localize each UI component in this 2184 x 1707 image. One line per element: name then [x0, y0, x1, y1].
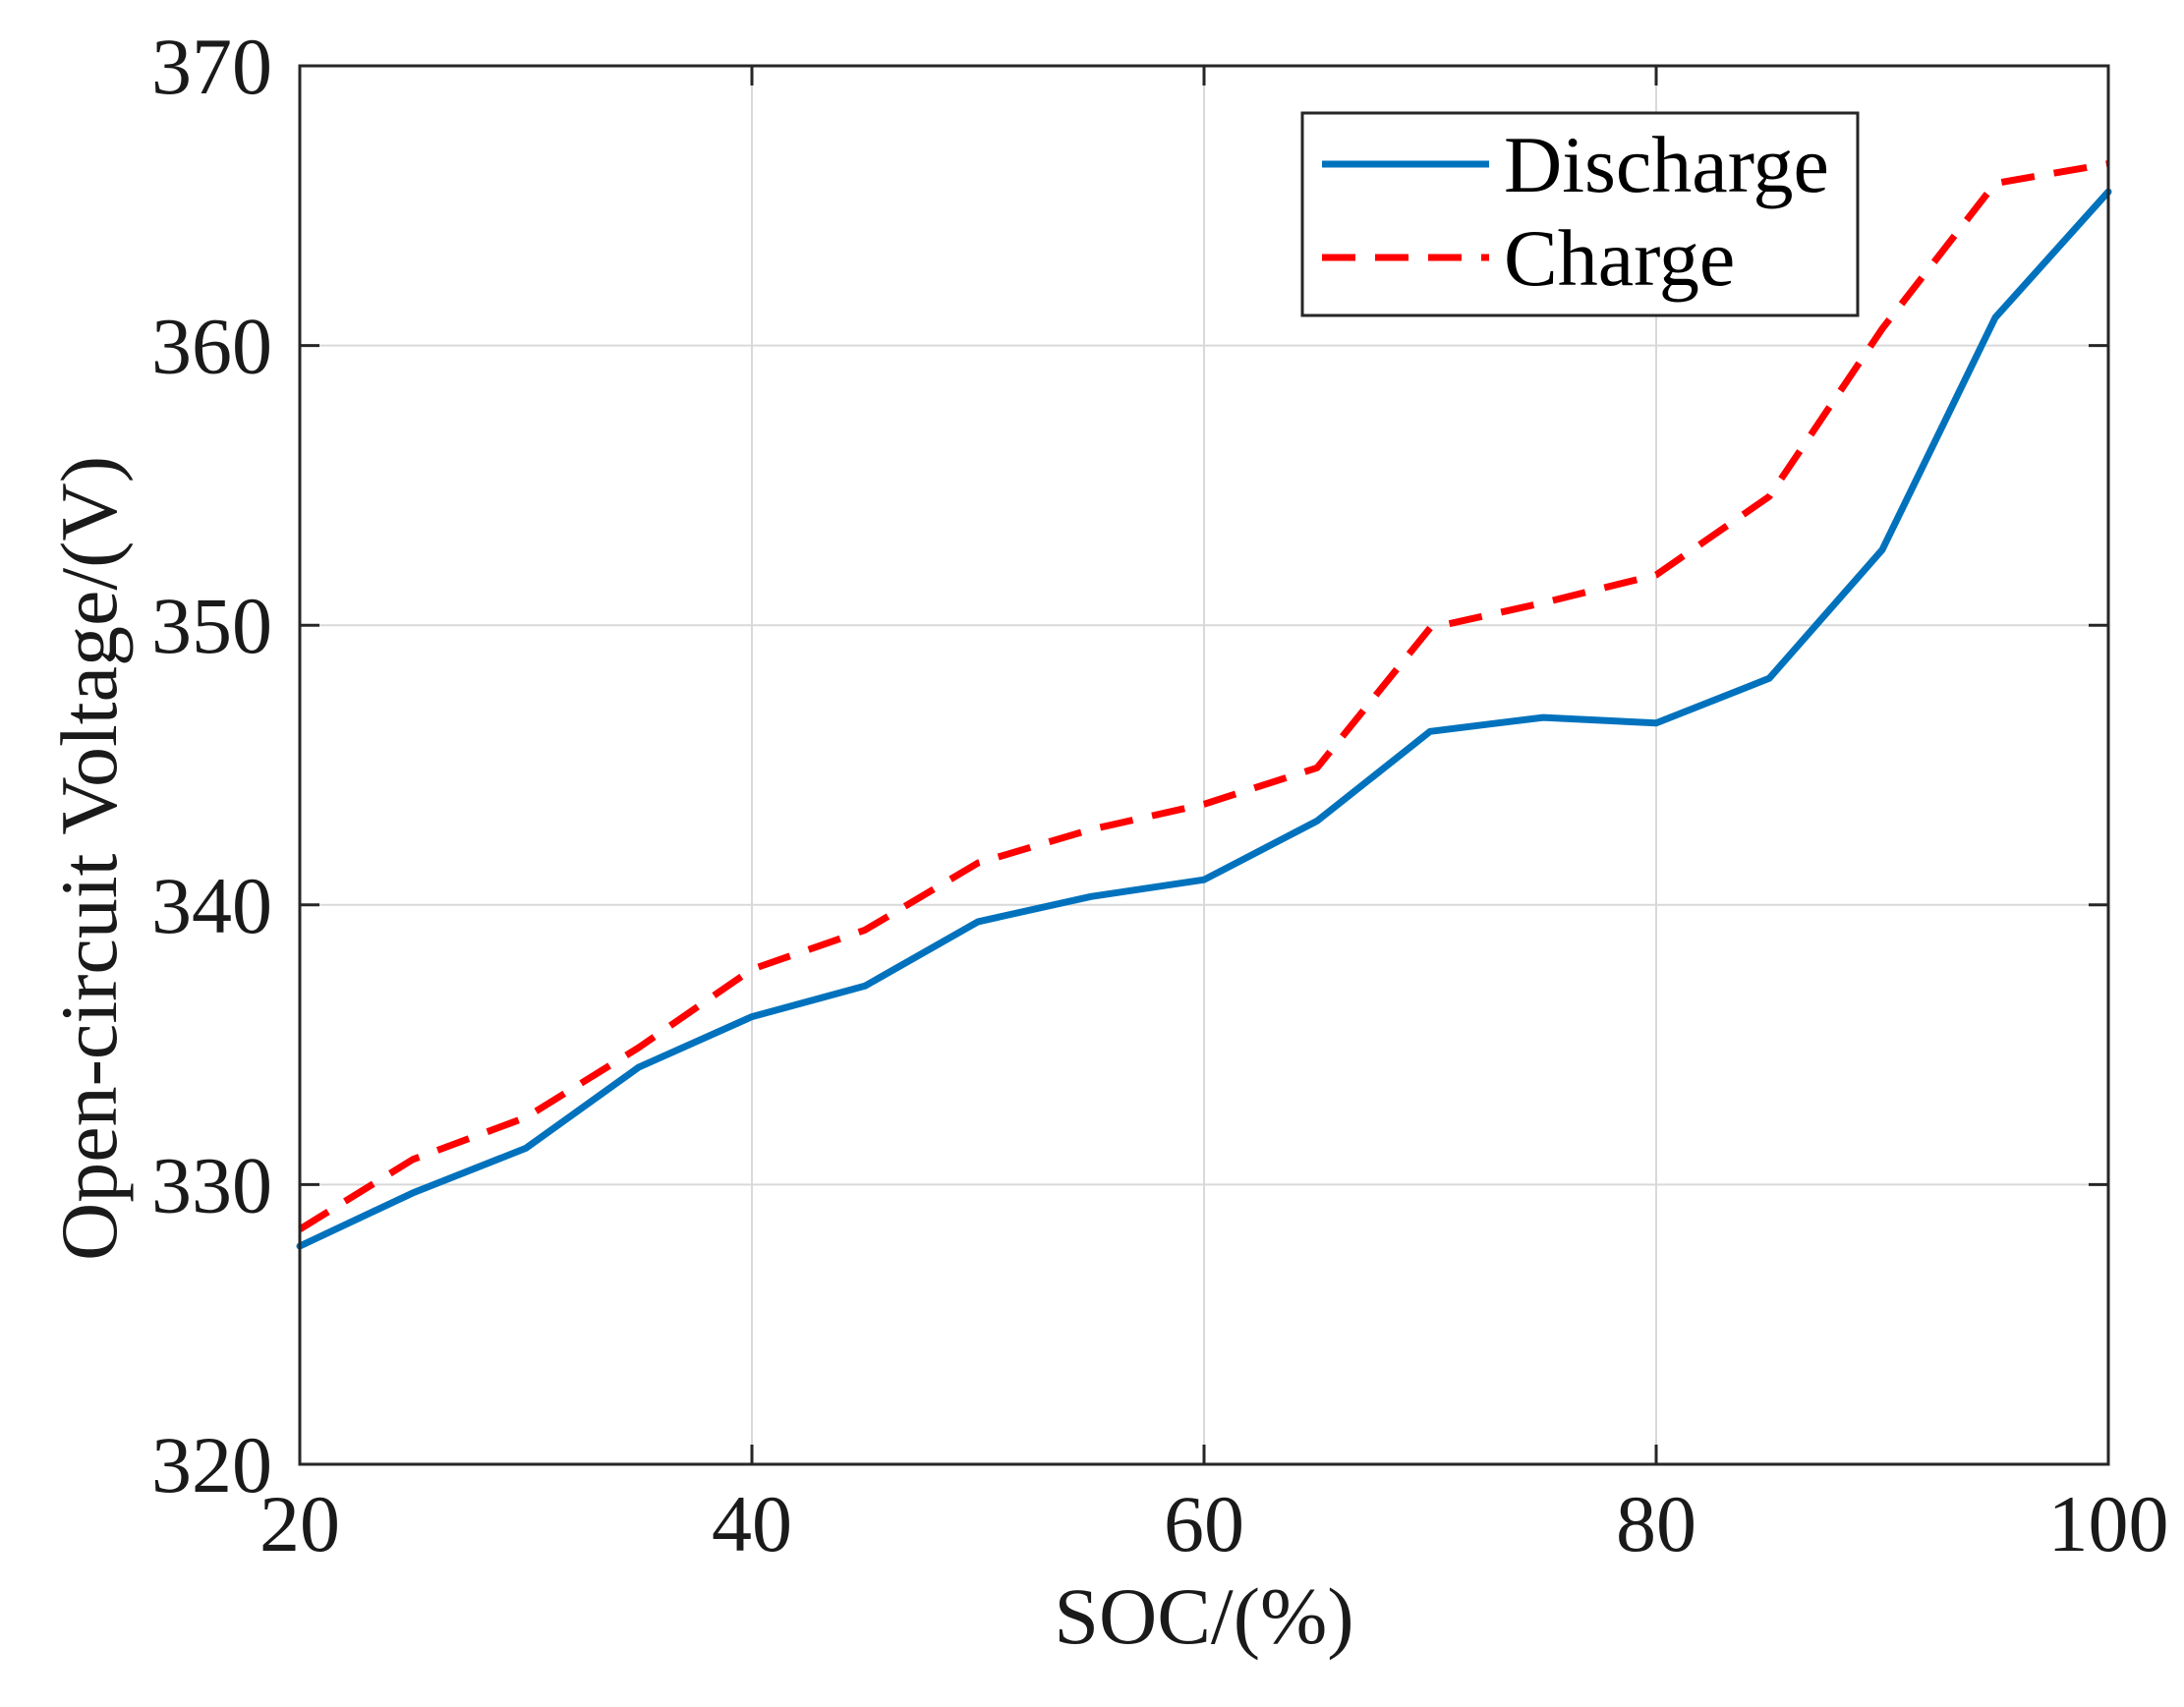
legend: Discharge Charge	[1300, 111, 1860, 317]
x-tick-label: 20	[259, 1479, 340, 1568]
x-axis-label: SOC/(%)	[1054, 1571, 1353, 1661]
series-line-charge	[298, 160, 2109, 1232]
axis-ticks	[298, 64, 2110, 1466]
legend-label-charge: Charge	[1504, 213, 1735, 303]
series-layer	[296, 160, 2112, 1250]
legend-label-discharge: Discharge	[1504, 120, 1829, 209]
series-line-discharge	[296, 188, 2112, 1250]
y-tick-label: 350	[151, 581, 272, 670]
legend-box	[1300, 111, 1860, 317]
y-tick-label: 370	[151, 22, 272, 111]
x-tick-label: 100	[2048, 1479, 2169, 1568]
x-tick-label: 60	[1164, 1479, 1244, 1568]
x-tick-label: 40	[712, 1479, 792, 1568]
y-tick-label: 320	[151, 1420, 272, 1509]
y-tick-label: 330	[151, 1140, 272, 1229]
y-axis-label: Open-circuit Voltage/(V)	[44, 456, 134, 1261]
gridlines	[300, 66, 2108, 1464]
y-tick-label: 340	[151, 861, 272, 950]
y-tick-label: 360	[151, 302, 272, 391]
x-tick-label: 80	[1616, 1479, 1696, 1568]
tick-labels: 20 40 60 80 100 320 330 340 350 360 370	[151, 22, 2169, 1568]
